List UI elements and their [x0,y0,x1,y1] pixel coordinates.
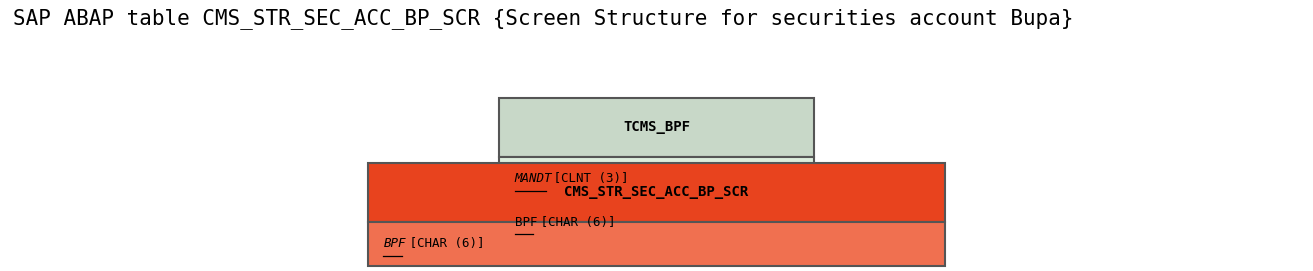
Text: BPF: BPF [515,216,537,229]
Text: [CHAR (6)]: [CHAR (6)] [402,237,484,250]
Text: BPF: BPF [383,237,406,250]
Text: [CLNT (3)]: [CLNT (3)] [546,172,628,185]
FancyBboxPatch shape [499,157,814,201]
FancyBboxPatch shape [499,98,814,157]
Text: SAP ABAP table CMS_STR_SEC_ACC_BP_SCR {Screen Structure for securities account B: SAP ABAP table CMS_STR_SEC_ACC_BP_SCR {S… [13,8,1074,29]
FancyBboxPatch shape [368,163,945,222]
Text: TCMS_BPF: TCMS_BPF [622,120,691,134]
Text: [CHAR (6)]: [CHAR (6)] [533,216,616,229]
Text: CMS_STR_SEC_ACC_BP_SCR: CMS_STR_SEC_ACC_BP_SCR [565,185,748,199]
Text: MANDT: MANDT [515,172,553,185]
FancyBboxPatch shape [499,201,814,244]
FancyBboxPatch shape [368,222,945,266]
